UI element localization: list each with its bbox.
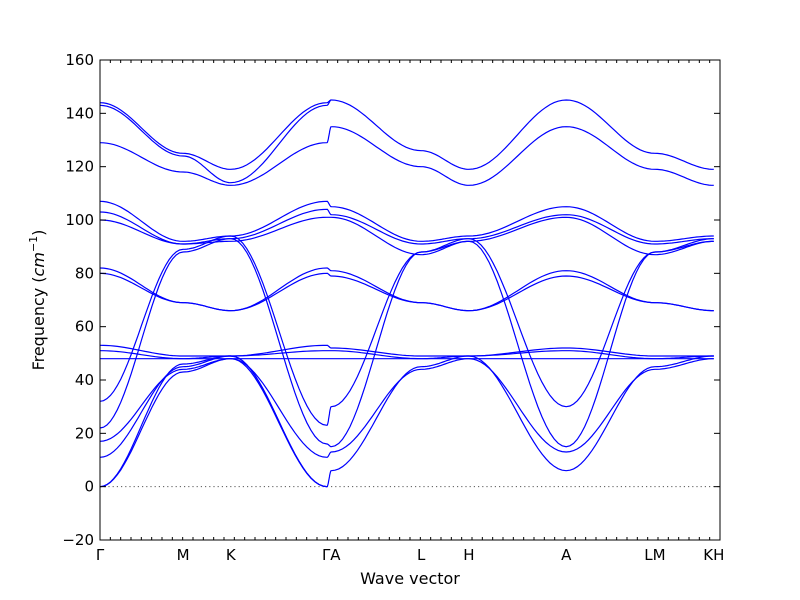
phonon-band-3 bbox=[99, 126, 332, 186]
x-tick-label: Γ bbox=[96, 546, 105, 564]
y-tick-label: 120 bbox=[65, 158, 94, 176]
y-axis-label-unit: cm bbox=[29, 252, 48, 276]
phonon-band-8 bbox=[99, 216, 714, 256]
x-axis-ticks: Γ M K ΓA L H A LM KH bbox=[96, 60, 724, 564]
x-axis-label: Wave vector bbox=[360, 569, 460, 588]
y-axis-label-exponent: −1 bbox=[27, 236, 40, 252]
phonon-band-11 bbox=[99, 344, 714, 357]
phonon-band-6 bbox=[99, 200, 714, 242]
y-axis-label-paren-close: ) bbox=[29, 230, 48, 236]
y-tick-label: 80 bbox=[75, 264, 94, 282]
x-tick-label: L bbox=[417, 546, 426, 564]
x-tick-label: K bbox=[226, 546, 237, 564]
phonon-band-12 bbox=[100, 350, 714, 360]
x-tick-label: ΓA bbox=[322, 546, 341, 564]
plot-frame bbox=[99, 59, 721, 541]
y-tick-label: 140 bbox=[65, 104, 94, 122]
phonon-band-16 bbox=[99, 358, 714, 458]
phonon-band-10 bbox=[99, 272, 714, 312]
phonon-band-9 bbox=[99, 267, 714, 312]
y-tick-label: −20 bbox=[62, 531, 94, 549]
phonon-band-5 bbox=[331, 126, 714, 186]
x-tick-label: LM bbox=[644, 546, 665, 564]
phonon-band-19 bbox=[99, 355, 327, 488]
y-tick-label: 60 bbox=[75, 318, 94, 336]
y-tick-label: 160 bbox=[65, 51, 94, 69]
y-axis-label: Frequency (cm−1) bbox=[27, 230, 48, 371]
plot-area bbox=[99, 99, 720, 488]
y-axis-ticks: −20 0 20 40 60 80 100 120 140 160 bbox=[62, 51, 720, 549]
phonon-band-18 bbox=[99, 358, 327, 488]
phonon-band-4 bbox=[331, 99, 714, 170]
x-tick-label: A bbox=[561, 546, 572, 564]
phonon-band-17 bbox=[99, 355, 714, 488]
y-tick-label: 20 bbox=[75, 424, 94, 442]
x-tick-label: KH bbox=[703, 546, 724, 564]
y-tick-label: 40 bbox=[75, 371, 94, 389]
y-tick-label: 0 bbox=[84, 478, 94, 496]
phonon-band-15 bbox=[99, 238, 714, 448]
phonon-band-2 bbox=[99, 99, 332, 184]
phonon-band-7 bbox=[99, 208, 714, 245]
x-tick-label: M bbox=[177, 546, 190, 564]
y-tick-label: 100 bbox=[65, 211, 94, 229]
x-tick-label: H bbox=[463, 546, 474, 564]
y-axis-label-text: Frequency bbox=[29, 288, 48, 371]
phonon-band-1 bbox=[99, 99, 332, 170]
y-axis-label-paren-open: ( bbox=[29, 276, 48, 282]
phonon-band-14 bbox=[99, 235, 714, 426]
